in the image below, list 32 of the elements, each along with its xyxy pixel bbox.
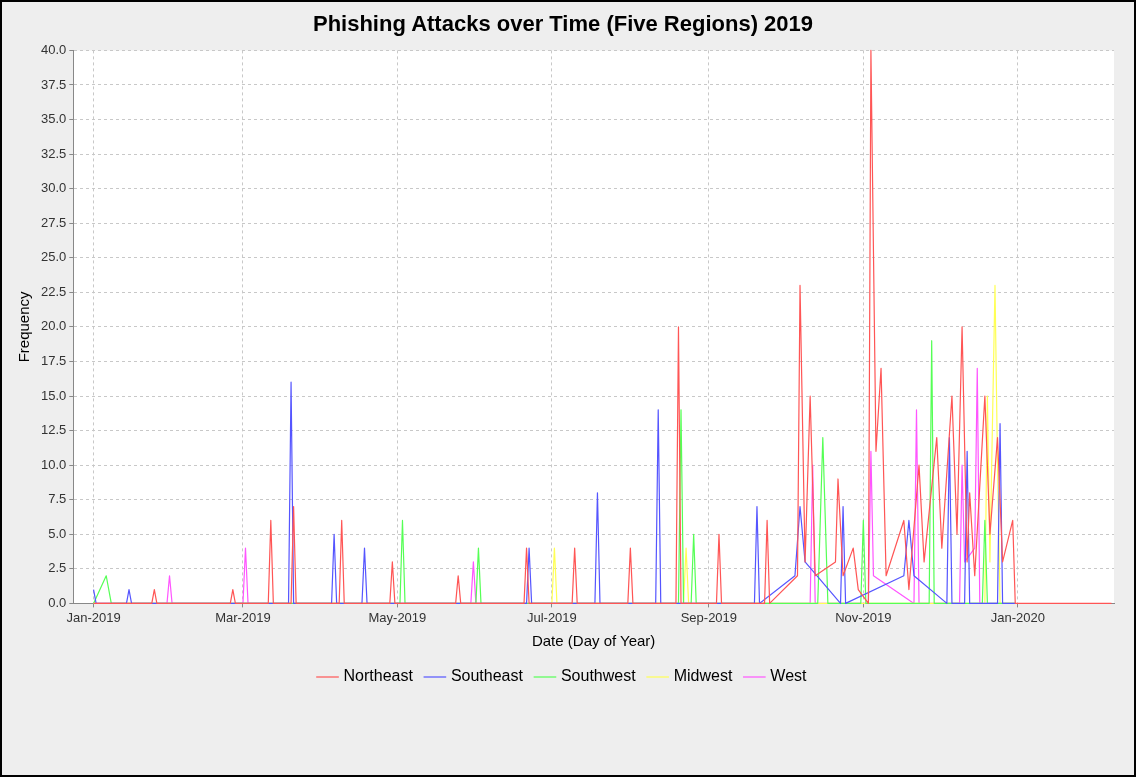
y-tick-label: 2.5 [48,560,67,576]
x-tick-label: Jan-2020 [990,609,1045,625]
y-tick-label: 10.0 [40,456,67,472]
x-tick-label: Sep-2019 [680,609,738,625]
y-tick-label: 7.5 [48,491,67,507]
y-axis-title: Frequency [15,290,33,363]
y-tick-label: 22.5 [40,283,67,299]
legend-label: Northeast [343,667,414,685]
x-axis-title: Date (Day of Year) [531,632,656,650]
legend-label: West [770,667,808,685]
chart-title: Phishing Attacks over Time (Five Regions) 2019 [312,11,814,37]
x-tick-label: Jul-2019 [526,609,577,625]
y-tick-label: 17.5 [40,353,67,369]
y-tick-label: 0.0 [48,594,67,610]
y-tick-label: 15.0 [40,387,67,403]
x-tick-label: May-2019 [368,609,427,625]
y-tick-label: 27.5 [40,214,67,230]
x-tick-label: Nov-2019 [835,609,892,625]
legend-label: Midwest [673,667,733,685]
legend-label: Southeast [450,667,524,685]
y-tick-label: 32.5 [40,145,67,161]
legend-label: Southwest [560,667,637,685]
x-tick-label: Jan-2019 [66,609,121,625]
y-tick-label: 30.0 [40,180,67,196]
y-tick-label: 25.0 [40,249,67,265]
y-tick-label: 5.0 [48,525,67,541]
y-tick-label: 12.5 [40,422,67,438]
x-tick-label: Mar-2019 [215,609,271,625]
y-tick-label: 37.5 [40,76,67,92]
y-tick-label: 35.0 [40,111,67,127]
y-tick-label: 40.0 [40,41,67,57]
y-tick-label: 20.0 [40,318,67,334]
